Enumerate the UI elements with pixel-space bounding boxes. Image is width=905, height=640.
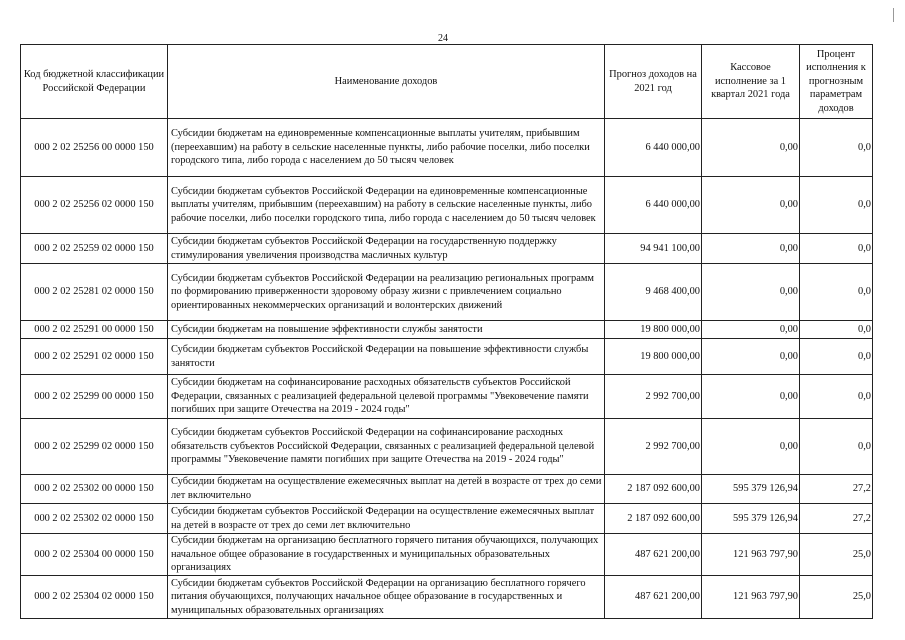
header-forecast: Прогноз доходов на 2021 год xyxy=(604,44,702,119)
cell-percent: 27,2 xyxy=(799,503,873,534)
cell-forecast: 9 468 400,00 xyxy=(604,263,702,321)
cell-forecast: 2 992 700,00 xyxy=(604,374,702,419)
cell-name: Субсидии бюджетам субъектов Российской Ф… xyxy=(167,176,605,234)
header-cash: Кассовое исполнение за 1 квартал 2021 го… xyxy=(701,44,800,119)
cell-percent: 0,0 xyxy=(799,418,873,475)
cell-code: 000 2 02 25304 02 0000 150 xyxy=(20,575,168,619)
cell-name: Субсидии бюджетам субъектов Российской Ф… xyxy=(167,233,605,264)
cell-percent: 27,2 xyxy=(799,474,873,504)
cell-name: Субсидии бюджетам на повышение эффективн… xyxy=(167,320,605,339)
cell-name: Субсидии бюджетам субъектов Российской Ф… xyxy=(167,418,605,475)
cell-code: 000 2 02 25256 02 0000 150 xyxy=(20,176,168,234)
header-percent: Процент исполнения к прогнозным параметр… xyxy=(799,44,873,119)
cell-forecast: 2 992 700,00 xyxy=(604,418,702,475)
cell-name: Субсидии бюджетам на осуществление ежеме… xyxy=(167,474,605,504)
table-row: 000 2 02 25281 02 0000 150 Субсидии бюдже… xyxy=(20,263,873,321)
cell-cash: 0,00 xyxy=(701,118,800,177)
cell-cash: 0,00 xyxy=(701,263,800,321)
cell-code: 000 2 02 25256 00 0000 150 xyxy=(20,118,168,177)
cell-code: 000 2 02 25299 02 0000 150 xyxy=(20,418,168,475)
cell-percent: 0,0 xyxy=(799,233,873,264)
cell-code: 000 2 02 25304 00 0000 150 xyxy=(20,533,168,576)
scan-edge-mark xyxy=(893,8,894,22)
cell-forecast: 487 621 200,00 xyxy=(604,533,702,576)
page-number: 24 xyxy=(438,33,448,44)
cell-cash: 0,00 xyxy=(701,320,800,339)
cell-cash: 0,00 xyxy=(701,338,800,375)
cell-code: 000 2 02 25291 00 0000 150 xyxy=(20,320,168,339)
cell-name: Субсидии бюджетам субъектов Российской Ф… xyxy=(167,575,605,619)
cell-forecast: 6 440 000,00 xyxy=(604,118,702,177)
table-row: 000 2 02 25259 02 0000 150 Субсидии бюдже… xyxy=(20,233,873,264)
cell-percent: 25,0 xyxy=(799,533,873,576)
header-code: Код бюджетной классификации Российской Ф… xyxy=(20,44,168,119)
cell-forecast: 19 800 000,00 xyxy=(604,320,702,339)
table-header-row: Код бюджетной классификации Российской Ф… xyxy=(20,44,873,119)
cell-cash: 0,00 xyxy=(701,418,800,475)
cell-percent: 25,0 xyxy=(799,575,873,619)
table-row: 000 2 02 25299 02 0000 150 Субсидии бюдже… xyxy=(20,418,873,475)
table-row: 000 2 02 25302 02 0000 150 Субсидии бюдже… xyxy=(20,503,873,534)
cell-forecast: 487 621 200,00 xyxy=(604,575,702,619)
cell-code: 000 2 02 25291 02 0000 150 xyxy=(20,338,168,375)
cell-name: Субсидии бюджетам субъектов Российской Ф… xyxy=(167,263,605,321)
cell-name: Субсидии бюджетам субъектов Российской Ф… xyxy=(167,338,605,375)
table-row: 000 2 02 25302 00 0000 150 Субсидии бюдже… xyxy=(20,474,873,504)
table-row: 000 2 02 25256 00 0000 150 Субсидии бюдже… xyxy=(20,118,873,177)
cell-forecast: 6 440 000,00 xyxy=(604,176,702,234)
cell-cash: 121 963 797,90 xyxy=(701,533,800,576)
cell-code: 000 2 02 25299 00 0000 150 xyxy=(20,374,168,419)
table-row: 000 2 02 25304 00 0000 150 Субсидии бюдже… xyxy=(20,533,873,576)
cell-percent: 0,0 xyxy=(799,338,873,375)
cell-cash: 0,00 xyxy=(701,233,800,264)
cell-forecast: 94 941 100,00 xyxy=(604,233,702,264)
cell-code: 000 2 02 25281 02 0000 150 xyxy=(20,263,168,321)
cell-code: 000 2 02 25302 00 0000 150 xyxy=(20,474,168,504)
revenue-table: Код бюджетной классификации Российской Ф… xyxy=(20,44,873,619)
cell-code: 000 2 02 25302 02 0000 150 xyxy=(20,503,168,534)
cell-forecast: 2 187 092 600,00 xyxy=(604,503,702,534)
table-row: 000 2 02 25291 02 0000 150 Субсидии бюдже… xyxy=(20,338,873,375)
cell-name: Субсидии бюджетам субъектов Российской Ф… xyxy=(167,503,605,534)
header-name: Наименование доходов xyxy=(167,44,605,119)
cell-percent: 0,0 xyxy=(799,118,873,177)
cell-percent: 0,0 xyxy=(799,374,873,419)
cell-cash: 0,00 xyxy=(701,176,800,234)
cell-cash: 0,00 xyxy=(701,374,800,419)
table-row: 000 2 02 25256 02 0000 150 Субсидии бюдже… xyxy=(20,176,873,234)
cell-name: Субсидии бюджетам на организацию бесплат… xyxy=(167,533,605,576)
cell-percent: 0,0 xyxy=(799,320,873,339)
table-row: 000 2 02 25304 02 0000 150 Субсидии бюдже… xyxy=(20,575,873,619)
cell-forecast: 2 187 092 600,00 xyxy=(604,474,702,504)
cell-percent: 0,0 xyxy=(799,263,873,321)
cell-code: 000 2 02 25259 02 0000 150 xyxy=(20,233,168,264)
cell-percent: 0,0 xyxy=(799,176,873,234)
table-row: 000 2 02 25291 00 0000 150 Субсидии бюдже… xyxy=(20,320,873,339)
cell-cash: 595 379 126,94 xyxy=(701,474,800,504)
cell-name: Субсидии бюджетам на единовременные комп… xyxy=(167,118,605,177)
cell-name: Субсидии бюджетам на софинансирование ра… xyxy=(167,374,605,419)
cell-cash: 121 963 797,90 xyxy=(701,575,800,619)
cell-forecast: 19 800 000,00 xyxy=(604,338,702,375)
cell-cash: 595 379 126,94 xyxy=(701,503,800,534)
table-row: 000 2 02 25299 00 0000 150 Субсидии бюдже… xyxy=(20,374,873,419)
